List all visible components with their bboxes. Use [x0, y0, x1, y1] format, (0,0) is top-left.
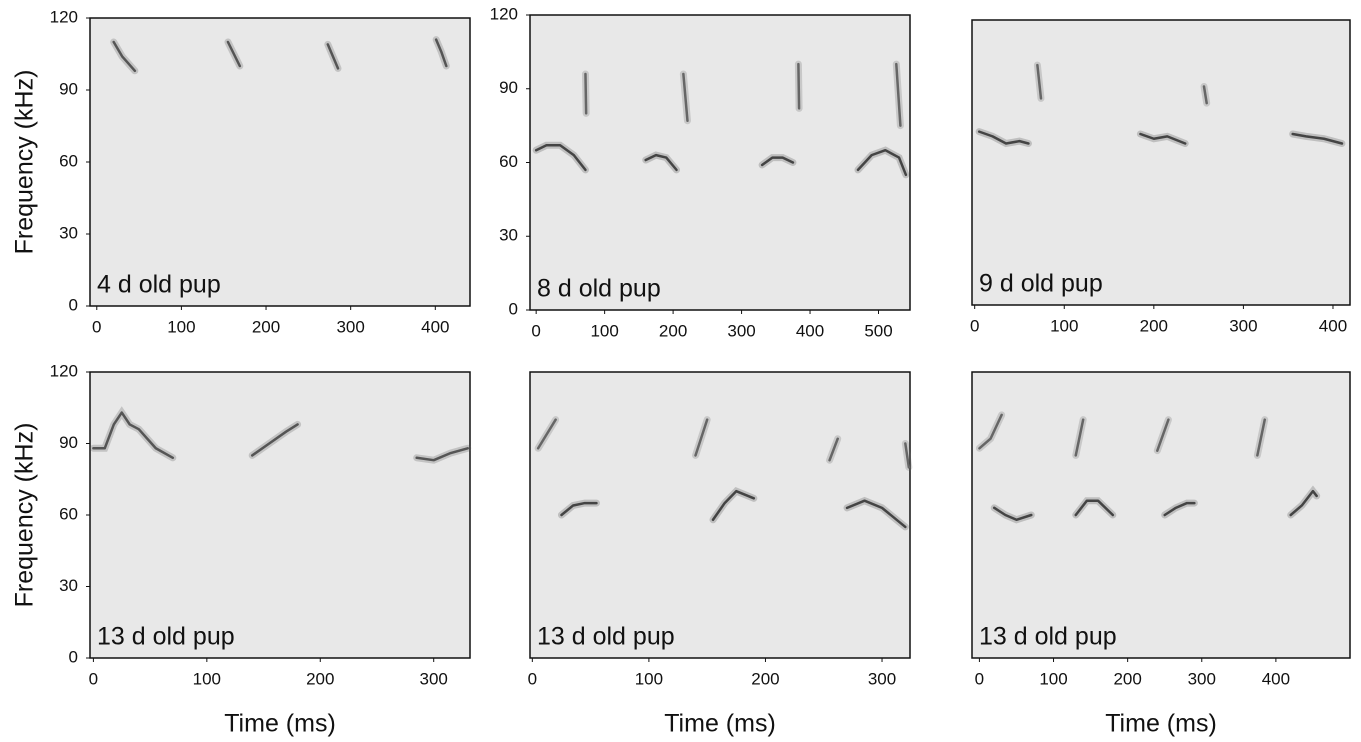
y-tick-label: 120 — [490, 4, 518, 23]
call-trace — [895, 62, 902, 127]
call-trace — [1036, 63, 1043, 100]
x-tick-label: 100 — [1039, 669, 1067, 688]
panel-label: 9 d old pup — [979, 270, 1103, 298]
y-tick-label: 30 — [59, 576, 78, 595]
panel-label: 13 d old pup — [537, 623, 675, 651]
x-tick-label: 200 — [659, 321, 687, 340]
x-tick-label: 300 — [868, 669, 896, 688]
x-tick-label: 400 — [1319, 316, 1347, 335]
call-trace — [1202, 85, 1208, 105]
panel-label: 13 d old pup — [97, 623, 235, 651]
x-tick-label: 0 — [975, 669, 984, 688]
call-trace — [682, 72, 689, 122]
x-axis-label: Time (ms) — [664, 710, 776, 738]
spectrogram-panel — [529, 14, 911, 311]
call-trace — [1256, 418, 1267, 457]
y-axis-label: Frequency (kHz) — [11, 70, 39, 255]
x-tick-label: 300 — [727, 321, 755, 340]
call-trace — [534, 144, 587, 172]
x-tick-label: 400 — [796, 321, 824, 340]
y-tick-label: 60 — [499, 152, 518, 171]
call-trace — [226, 40, 242, 68]
call-trace — [112, 40, 137, 73]
call-trace — [1156, 418, 1170, 452]
x-tick-label: 0 — [92, 317, 101, 336]
x-tick-label: 100 — [167, 317, 195, 336]
call-trace — [1289, 489, 1318, 517]
x-tick-label: 400 — [421, 317, 449, 336]
x-tick-label: 400 — [1262, 669, 1290, 688]
call-trace — [326, 43, 340, 70]
y-tick-label: 0 — [69, 647, 78, 666]
x-axis-label: Time (ms) — [224, 710, 336, 738]
call-trace — [978, 413, 1003, 450]
call-trace — [856, 148, 908, 177]
x-axis-label: Time (ms) — [1105, 710, 1217, 738]
y-tick-label: 120 — [50, 7, 78, 26]
call-trace — [711, 489, 756, 522]
x-tick-label: 0 — [89, 669, 98, 688]
panel-label: 4 d old pup — [97, 271, 221, 299]
y-axis-label: Frequency (kHz) — [11, 423, 39, 608]
spectrogram-panel — [89, 371, 471, 659]
call-trace — [1163, 501, 1196, 517]
call-trace — [536, 418, 557, 450]
x-tick-label: 300 — [420, 669, 448, 688]
x-tick-label: 100 — [635, 669, 663, 688]
y-tick-label: 0 — [509, 299, 518, 318]
y-tick-label: 90 — [499, 78, 518, 97]
spectrogram-panel — [971, 371, 1351, 659]
y-tick-label: 60 — [59, 504, 78, 523]
call-trace — [560, 501, 598, 517]
call-trace — [1139, 132, 1187, 145]
y-tick-label: 90 — [59, 79, 78, 98]
x-tick-label: 200 — [1113, 669, 1141, 688]
call-trace — [1291, 132, 1344, 145]
call-trace — [434, 38, 448, 68]
x-tick-label: 500 — [864, 321, 892, 340]
call-trace — [644, 153, 678, 172]
call-trace — [828, 437, 839, 462]
x-tick-label: 100 — [1050, 316, 1078, 335]
call-trace — [797, 62, 801, 110]
call-trace — [584, 72, 588, 115]
call-trace — [760, 156, 795, 167]
call-trace — [415, 447, 469, 462]
call-trace — [904, 442, 911, 469]
x-tick-label: 300 — [1229, 316, 1257, 335]
call-trace — [250, 423, 299, 457]
y-tick-label: 120 — [50, 361, 78, 380]
call-trace — [1074, 499, 1115, 517]
x-tick-label: 300 — [1188, 669, 1216, 688]
x-tick-label: 100 — [193, 669, 221, 688]
y-tick-label: 30 — [499, 226, 518, 245]
call-trace — [992, 506, 1033, 522]
call-trace — [92, 411, 175, 460]
x-tick-label: 200 — [751, 669, 779, 688]
spectrogram-panel — [529, 371, 911, 659]
x-tick-label: 0 — [970, 316, 979, 335]
x-tick-label: 300 — [336, 317, 364, 336]
call-trace — [977, 130, 1030, 145]
call-trace — [845, 499, 907, 529]
x-tick-label: 0 — [531, 321, 540, 340]
x-tick-label: 100 — [590, 321, 618, 340]
spectrogram-panel — [89, 17, 471, 307]
x-tick-label: 200 — [1140, 316, 1168, 335]
call-trace — [1074, 418, 1085, 457]
spectrogram-panel — [971, 19, 1351, 306]
y-tick-label: 30 — [59, 223, 78, 242]
panel-label: 13 d old pup — [979, 623, 1117, 651]
y-tick-label: 0 — [69, 295, 78, 314]
y-tick-label: 60 — [59, 151, 78, 170]
y-tick-label: 90 — [59, 433, 78, 452]
call-trace — [694, 418, 709, 457]
x-tick-label: 200 — [252, 317, 280, 336]
x-tick-label: 200 — [306, 669, 334, 688]
panel-label: 8 d old pup — [537, 275, 661, 303]
x-tick-label: 0 — [528, 669, 537, 688]
